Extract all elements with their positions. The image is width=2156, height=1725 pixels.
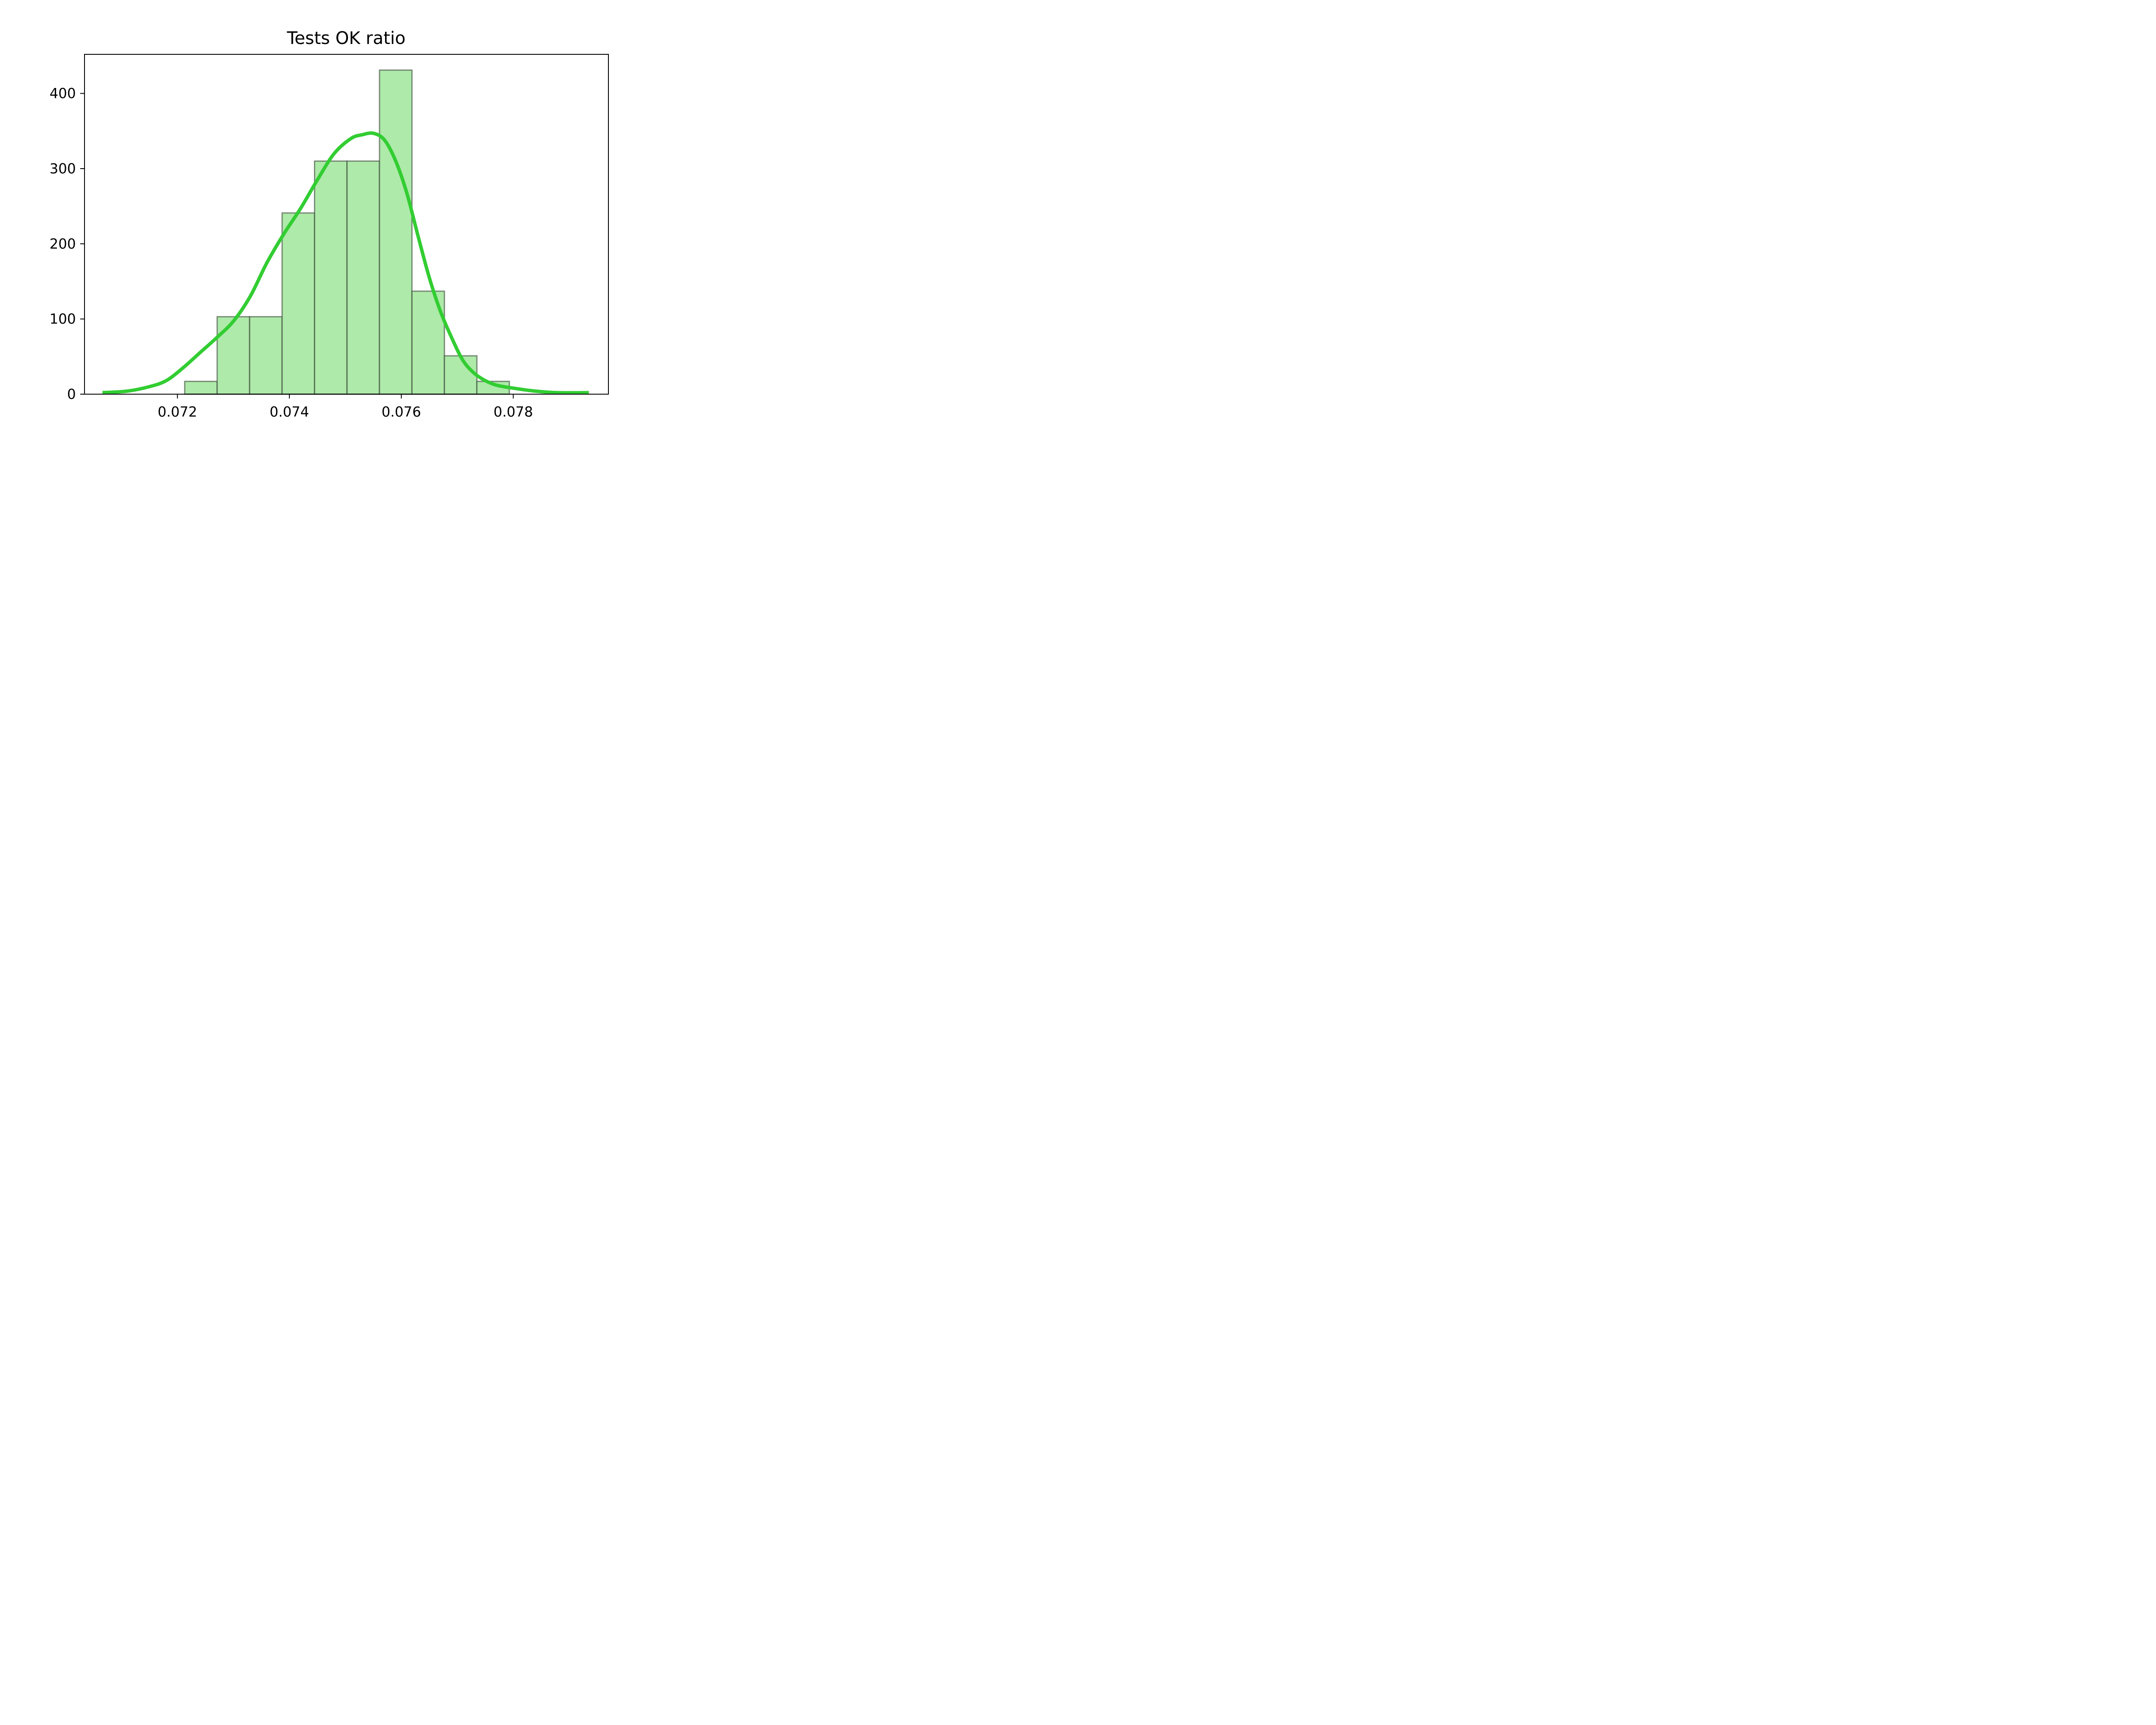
y-tick-label: 0 [67, 386, 76, 402]
histogram-bars [184, 69, 510, 395]
histogram-bar [281, 212, 316, 395]
x-tick-label: 0.074 [270, 404, 309, 420]
histogram-chart: Tests OK ratio 0.072 0.074 0.076 0.078 0 100… [50, 28, 609, 420]
x-tick-label: 0.072 [158, 404, 197, 420]
histogram-bar [184, 380, 218, 395]
histogram-bar [314, 160, 348, 395]
x-tick-label: 0.076 [382, 404, 421, 420]
histogram-bar [346, 160, 380, 395]
histogram-bar [249, 316, 283, 395]
x-tick-label: 0.078 [494, 404, 533, 420]
chart-title: Tests OK ratio [287, 28, 406, 48]
plot-frame [84, 54, 609, 395]
y-tick-label: 400 [50, 85, 76, 102]
density-curve [102, 131, 589, 395]
y-tick-label: 100 [50, 311, 76, 327]
y-tick-label: 300 [50, 160, 76, 177]
histogram-bar [216, 316, 251, 395]
histogram-bar [379, 69, 413, 395]
histogram-bar [444, 355, 478, 395]
y-tick-label: 200 [50, 235, 76, 252]
x-axis-ticks: 0.072 0.074 0.076 0.078 [158, 394, 533, 420]
y-axis-ticks: 0 100 200 300 400 [50, 85, 85, 402]
